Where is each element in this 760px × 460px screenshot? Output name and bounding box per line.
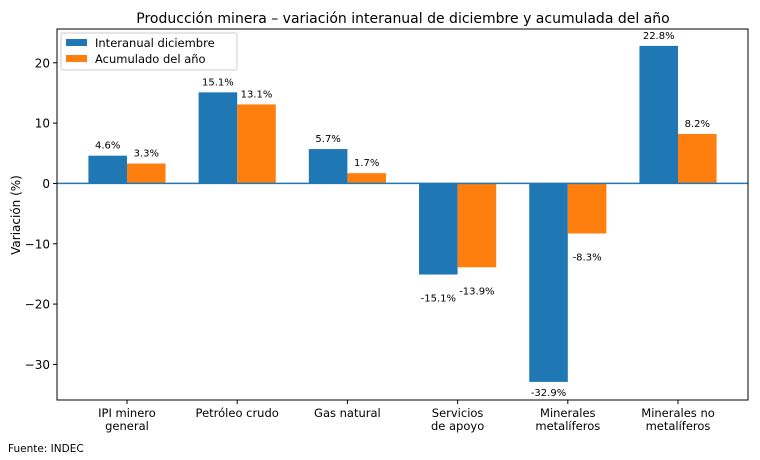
legend-swatch-interanual — [66, 39, 87, 46]
x-tick-label: metalíferos — [535, 419, 600, 433]
bars-group — [88, 45, 717, 382]
data-label: 15.1% — [202, 77, 234, 88]
chart-title: Producción minera – variación interanual… — [136, 11, 669, 27]
x-tick-label: IPI minero — [98, 406, 156, 420]
x-tick-label: Petróleo crudo — [196, 406, 279, 420]
bar-interanual — [198, 92, 238, 184]
data-label: 8.2% — [685, 119, 710, 130]
bar-acumulado — [126, 163, 166, 184]
y-tick-label: −30 — [25, 358, 50, 372]
y-tick-label: 10 — [35, 117, 50, 131]
bar-interanual — [308, 149, 348, 184]
y-tick-label: 0 — [42, 177, 50, 191]
x-tick-label: Gas natural — [314, 406, 381, 420]
x-tick-label: metalíferos — [646, 419, 711, 433]
source-note: Fuente: INDEC — [8, 443, 84, 455]
legend-box — [60, 32, 238, 71]
bar-acumulado — [347, 173, 386, 184]
bar-interanual — [88, 155, 127, 184]
legend: Interanual diciembre Acumulado del año — [60, 32, 238, 71]
data-label: 22.8% — [643, 31, 675, 42]
data-label: -8.3% — [573, 253, 602, 264]
y-tick-label: 20 — [35, 56, 50, 70]
bar-acumulado — [237, 104, 276, 184]
data-labels-group: 4.6% 15.1% 5.7% -15.1% -32.9% 22.8% 3.3% 13.1% 1… — [95, 31, 710, 399]
data-label: 3.3% — [134, 149, 159, 160]
x-tick-label: de apoyo — [431, 419, 484, 433]
legend-label-interanual: Interanual diciembre — [95, 36, 215, 50]
x-tick-label: Minerales no — [641, 406, 715, 420]
y-tick-label: −20 — [25, 298, 50, 312]
legend-swatch-acumulado — [66, 55, 87, 62]
bar-interanual — [639, 45, 679, 184]
data-label: 13.1% — [241, 89, 273, 100]
x-tick-label: general — [105, 419, 149, 433]
bar-acumulado — [678, 133, 717, 184]
data-label: -32.9% — [531, 388, 566, 399]
y-axis: 20 10 0 −10 −20 −30 — [25, 56, 57, 372]
bar-interanual — [529, 183, 568, 382]
data-label: 4.6% — [95, 141, 120, 152]
bar-acumulado — [567, 183, 607, 234]
data-label: 5.7% — [315, 134, 340, 145]
x-tick-label: Servicios — [432, 406, 484, 420]
data-label: 1.7% — [354, 158, 379, 169]
legend-label-acumulado: Acumulado del año — [95, 52, 206, 66]
y-tick-label: −10 — [25, 237, 50, 251]
bar-interanual — [419, 183, 458, 275]
plot-frame — [56, 28, 749, 401]
data-label: -13.9% — [459, 286, 494, 297]
data-label: -15.1% — [421, 294, 456, 305]
x-tick-label: Minerales — [540, 406, 596, 420]
bar-acumulado — [457, 183, 497, 268]
y-axis-label: Variación (%) — [9, 175, 23, 255]
